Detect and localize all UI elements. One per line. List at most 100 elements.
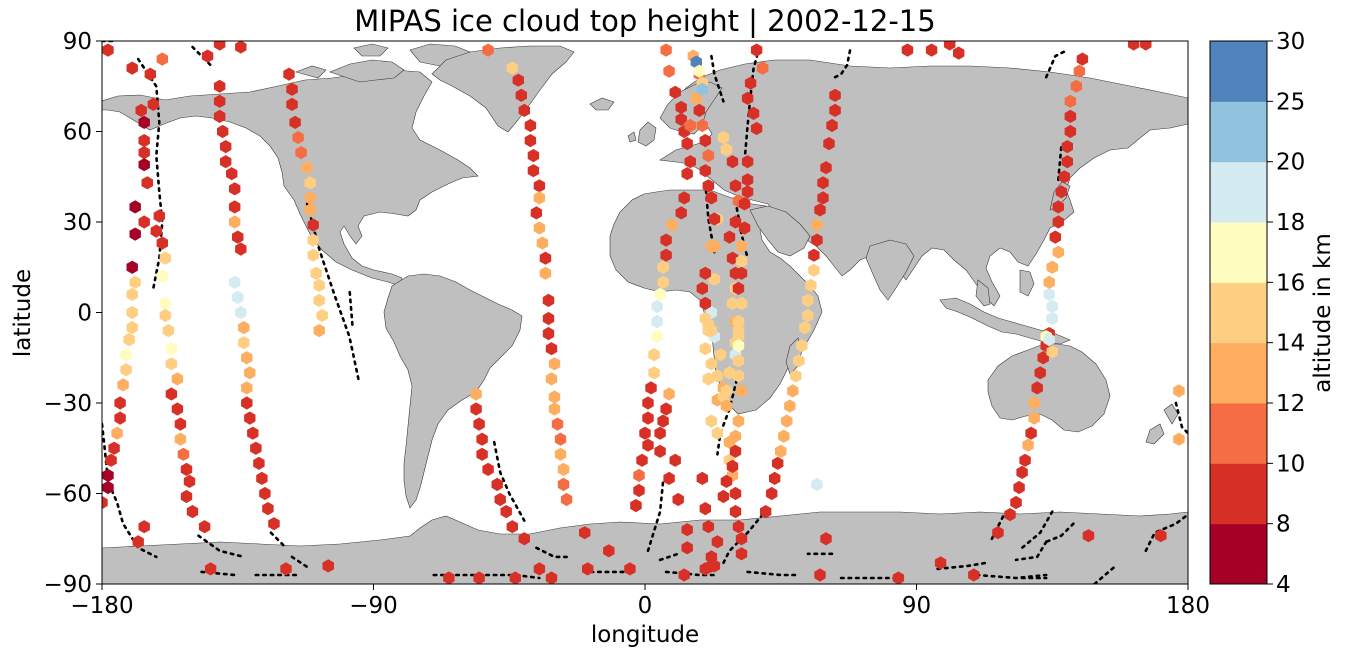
cloud-point (1076, 52, 1089, 66)
land-south-america (383, 273, 523, 509)
colorbar-segment (1210, 282, 1267, 344)
cloud-point (720, 143, 733, 157)
cloud-point (729, 444, 742, 458)
orbit-track-4 (200, 570, 236, 577)
cloud-point (693, 103, 705, 117)
cloud-point (702, 520, 715, 534)
colorbar-segment (1210, 342, 1267, 404)
cloud-point (735, 254, 748, 268)
cloud-point (132, 535, 144, 549)
cloud-point (1043, 333, 1055, 347)
land-britain (627, 121, 657, 147)
cloud-point (925, 43, 938, 57)
cloud-point (663, 64, 675, 78)
cloud-point (1034, 366, 1046, 380)
cloud-point (322, 559, 334, 573)
cloud-point (808, 248, 820, 262)
cloud-point (220, 140, 232, 154)
cloud-point (545, 342, 558, 356)
cloud-point (144, 67, 156, 81)
cloud-point (560, 492, 573, 507)
cloud-point (681, 541, 693, 555)
cloud-point (690, 91, 702, 105)
cloud-point (693, 64, 705, 78)
cloud-point (1058, 170, 1070, 184)
cloud-point (699, 562, 711, 576)
cloud-point (684, 155, 696, 169)
colorbar-segment (1210, 161, 1267, 223)
orbit-track-20 (716, 371, 740, 456)
cloud-point (268, 517, 280, 531)
cloud-point (1031, 381, 1043, 395)
cloud-point (811, 233, 823, 247)
cloud-point (1055, 185, 1067, 199)
cloud-point (660, 43, 672, 57)
cloud-point (720, 399, 733, 413)
cloud-point (651, 314, 663, 329)
cloud-point (123, 333, 135, 347)
cloud-point (174, 417, 187, 431)
cloud-point (518, 103, 530, 117)
cloud-point (760, 505, 772, 519)
cloud-point (126, 287, 138, 301)
cloud-point (747, 106, 760, 120)
cloud-point (494, 492, 506, 507)
cloud-point (699, 342, 711, 356)
land-iceland (589, 97, 615, 111)
colorbar-segment (1210, 463, 1267, 525)
cloud-point (114, 396, 126, 410)
cloud-point (518, 532, 530, 546)
orbit-track-11 (535, 546, 568, 559)
cloud-point (660, 248, 672, 262)
cloud-point (250, 441, 262, 455)
cloud-point (443, 571, 455, 584)
cloud-point (229, 215, 241, 229)
cloud-point (708, 559, 721, 573)
cloud-point (633, 483, 645, 498)
cloud-point (1064, 94, 1077, 108)
cloud-point (512, 73, 524, 87)
cloud-point (120, 363, 132, 377)
cloud-point (241, 351, 253, 365)
cloud-point (660, 402, 672, 416)
cloud-point (545, 372, 558, 386)
cloud-point (708, 272, 721, 286)
orbit-track-27 (936, 561, 988, 571)
cloud-point (198, 520, 211, 534)
cloud-point (307, 248, 319, 262)
cloud-point (814, 203, 826, 217)
cloud-point (657, 414, 669, 428)
cloud-point (657, 260, 669, 274)
cloud-point (729, 429, 742, 443)
y-tick-label: 90 (63, 29, 92, 55)
cloud-point (138, 115, 150, 129)
cloud-point (156, 236, 168, 250)
cloud-point (1140, 41, 1152, 51)
orbit-track-17 (710, 54, 725, 103)
cloud-point (542, 311, 555, 326)
y-axis-label: latitude (10, 269, 36, 357)
cloud-point (204, 562, 217, 576)
cloud-point (702, 324, 715, 338)
orbit-track-19 (734, 199, 749, 260)
cloud-point (241, 381, 253, 395)
cloud-point (171, 372, 184, 386)
cloud-point (1061, 155, 1073, 169)
colorbar-tick-label: 8 (1276, 512, 1291, 538)
orbit-track-9 (290, 555, 312, 571)
orbit-track-39 (1057, 145, 1063, 182)
cloud-point (304, 203, 316, 217)
cloud-point (548, 390, 561, 404)
cloud-point (1010, 495, 1022, 510)
orbit-track-32 (1044, 522, 1075, 544)
cloud-point (648, 366, 660, 380)
land-india (865, 239, 915, 301)
cloud-point (533, 221, 546, 235)
cloud-point (953, 46, 965, 60)
cloud-point (711, 535, 724, 549)
orbit-track-35 (1093, 564, 1117, 584)
cloud-point (283, 67, 295, 81)
cloud-point (316, 308, 328, 323)
cloud-point (738, 221, 751, 235)
cloud-point (790, 369, 802, 383)
